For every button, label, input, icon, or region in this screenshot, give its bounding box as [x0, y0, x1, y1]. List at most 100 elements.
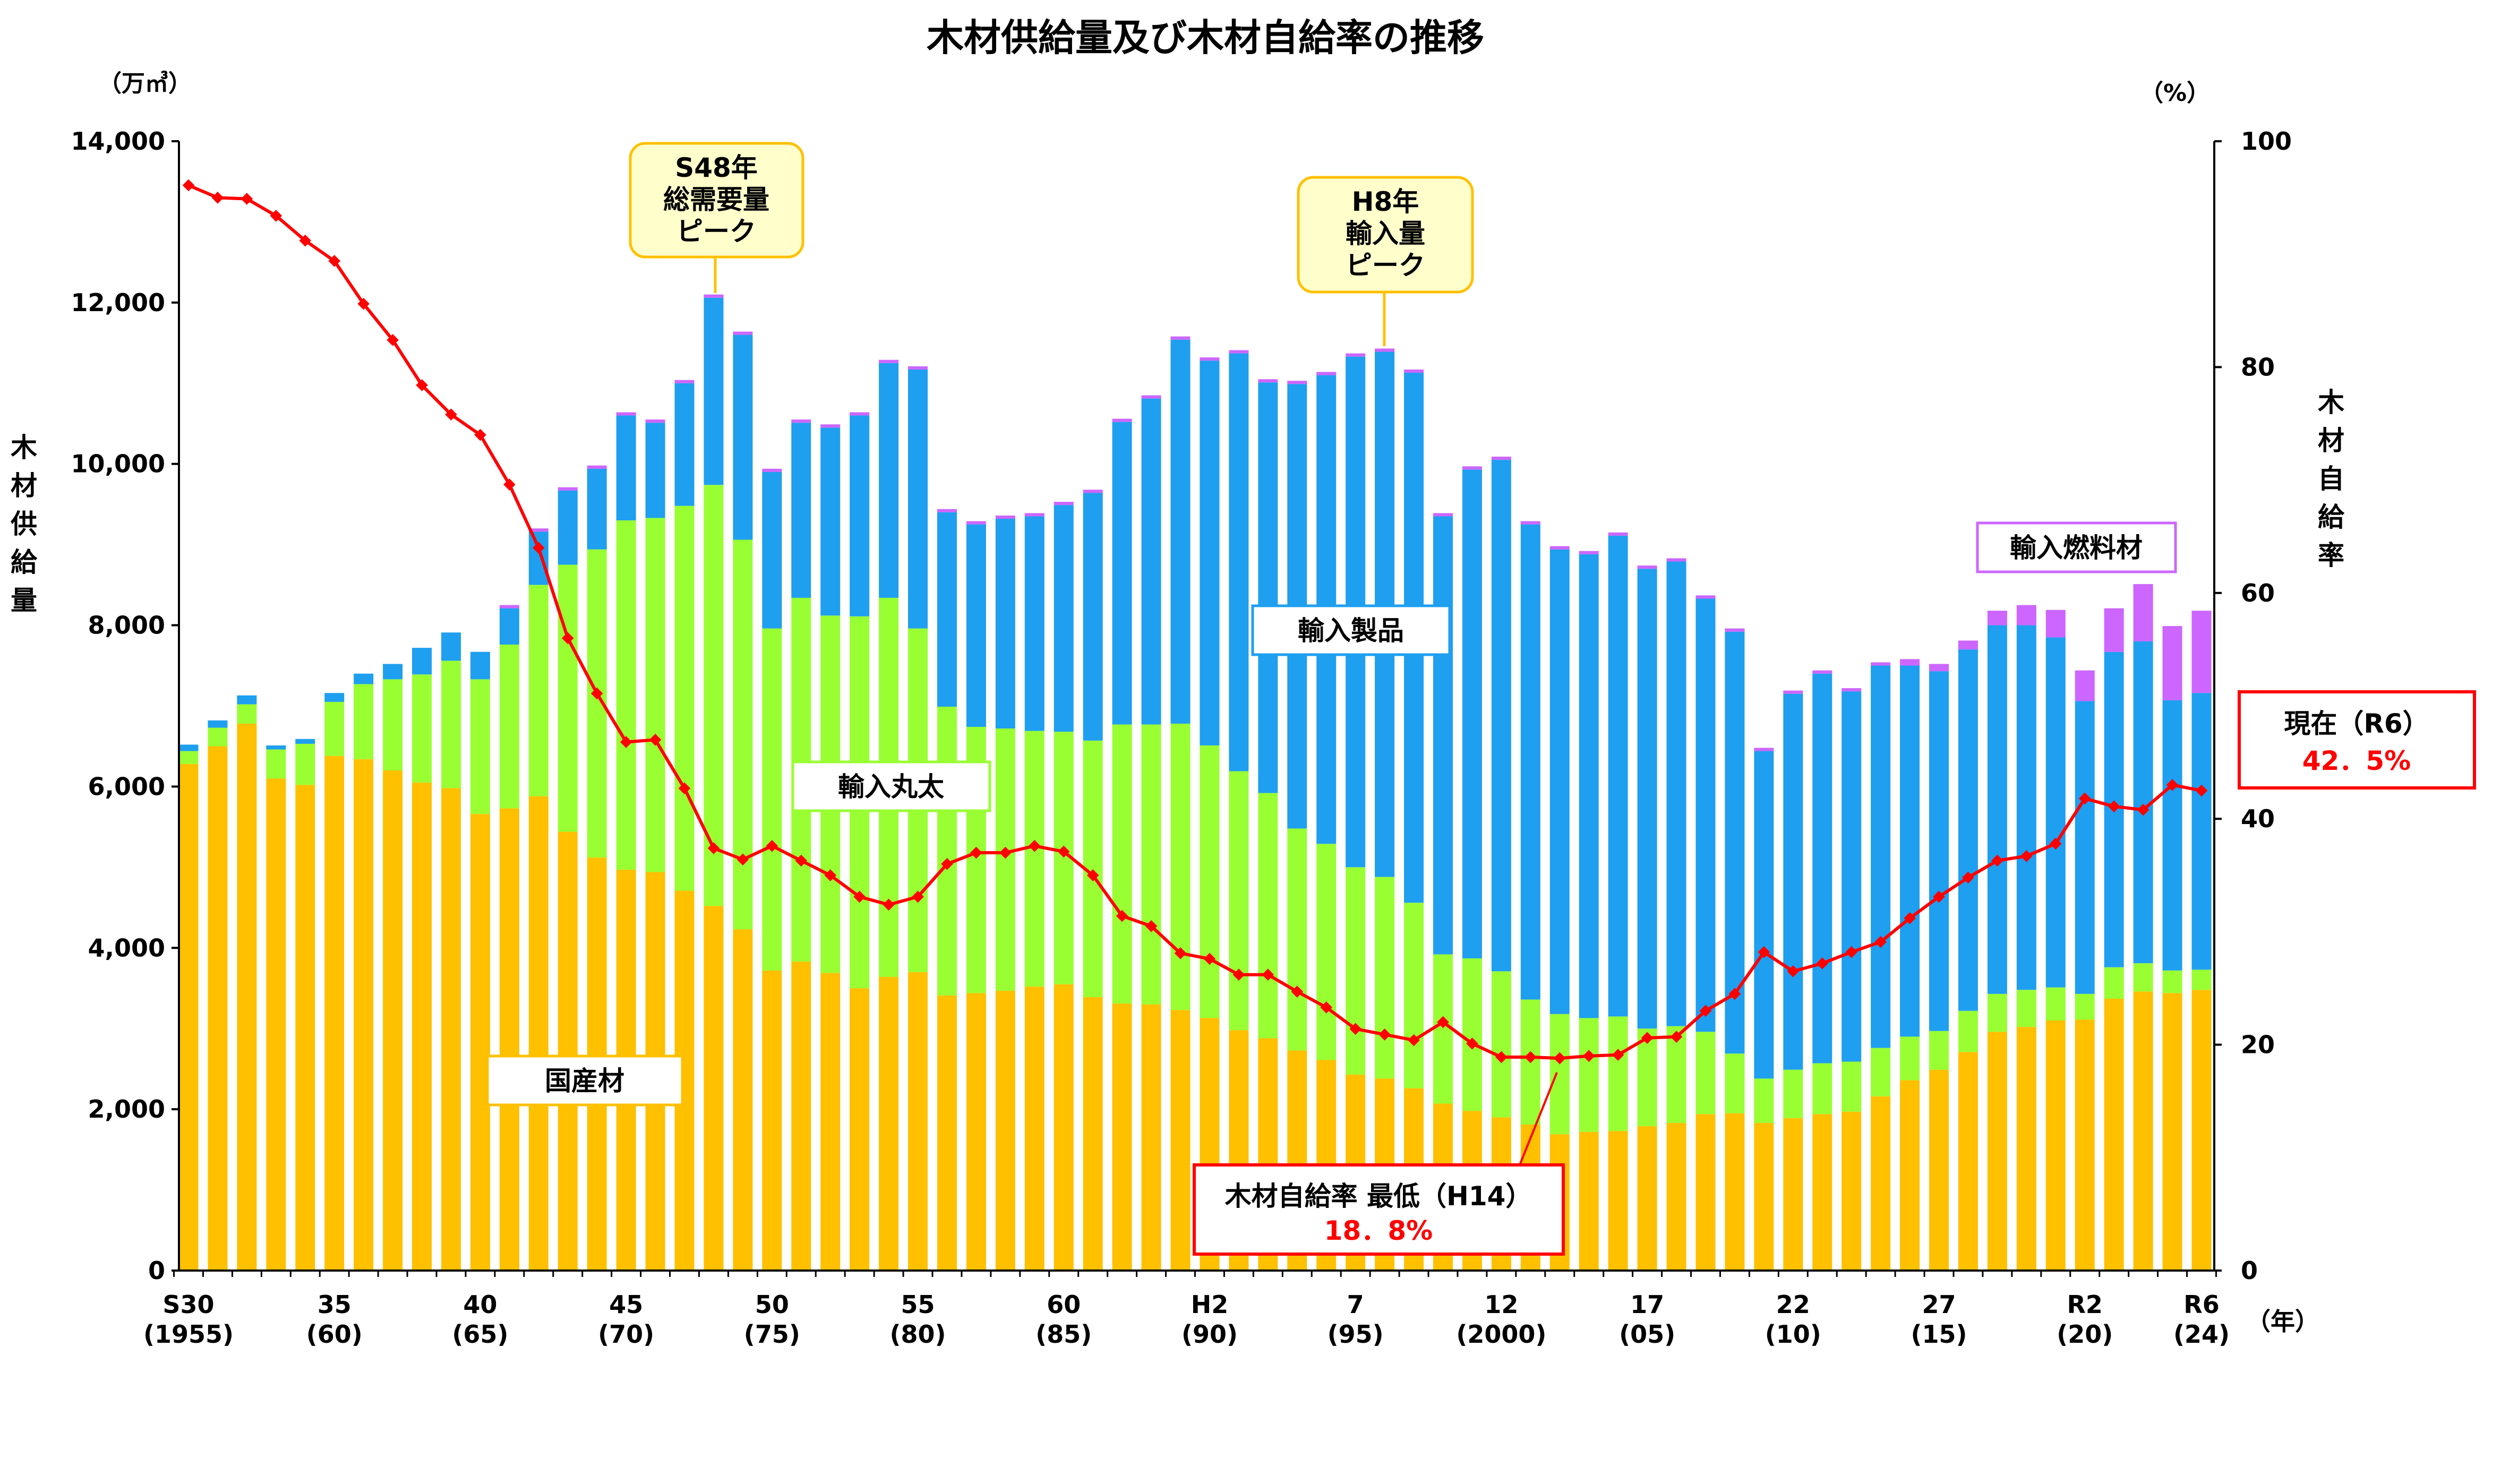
right-axis-title-char: 給 [2318, 502, 2345, 533]
rate-point-1969 [590, 687, 603, 700]
bar-imported-fuel-1980 [908, 366, 928, 370]
right-tick-label: 80 [2241, 353, 2275, 381]
x-tick-era: 7 [1347, 1290, 1364, 1319]
bar-imported-logs-1997 [1404, 903, 1424, 1088]
bar-imported-fuel-2010 [1783, 690, 1803, 694]
bar-imported-products-2003 [1579, 554, 1599, 1018]
left-axis-title: 木材供給量 [11, 432, 38, 616]
bar-imported-logs-2014 [1900, 1036, 1920, 1080]
bar-imported-products-1962 [383, 664, 403, 680]
bar-domestic-2010 [1783, 1118, 1803, 1271]
rate-point-2016 [1962, 871, 1974, 884]
bar-imported-fuel-1985 [1054, 502, 1074, 505]
bar-imported-products-1960 [324, 693, 345, 702]
bar-domestic-1989 [1170, 1010, 1191, 1271]
bar-domestic-2003 [1579, 1131, 1599, 1271]
bar-domestic-1976 [791, 962, 811, 1271]
bar-imported-fuel-2009 [1754, 748, 1774, 751]
bar-imported-logs-1955 [178, 751, 199, 764]
bar-imported-products-2001 [1520, 524, 1540, 1000]
left-axis-title-char: 供 [11, 509, 37, 539]
x-tick-year: (90) [1181, 1320, 1238, 1349]
bar-imported-logs-1960 [324, 701, 345, 756]
x-tick-era: R6 [2183, 1290, 2219, 1319]
right-tick-label: 0 [2241, 1256, 2258, 1285]
self-sufficiency-rate-line [187, 184, 2202, 1060]
x-tick-era: 55 [901, 1290, 935, 1319]
x-tick-year: (24) [2173, 1320, 2230, 1349]
bar-imported-products-2016 [1958, 649, 1978, 1011]
bar-domestic-1973 [704, 906, 724, 1271]
bar-imported-logs-1970 [616, 520, 636, 870]
rate-point-2010 [1787, 965, 1800, 977]
bar-imported-logs-1992 [1258, 793, 1278, 1039]
bar-imported-products-1992 [1258, 382, 1278, 793]
bar-imported-products-1964 [441, 632, 461, 661]
current-rate-callout: 現在（R6） 42．5% [2238, 690, 2476, 790]
bar-imported-fuel-1992 [1258, 379, 1278, 383]
bar-imported-logs-2024 [2191, 970, 2212, 990]
x-tick-year: (80) [890, 1320, 946, 1349]
bar-imported-products-2004 [1608, 535, 1628, 1017]
rate-point-1956 [211, 192, 224, 204]
bar-domestic-1966 [499, 808, 519, 1271]
bar-imported-products-1956 [208, 720, 228, 728]
bar-imported-products-1990 [1200, 361, 1220, 745]
bar-imported-logs-1995 [1346, 867, 1366, 1075]
rate-point-1987 [1116, 910, 1128, 922]
lowest-rate-value: 18．8% [1324, 1215, 1433, 1246]
bar-domestic-1982 [966, 993, 986, 1271]
rate-point-1982 [970, 846, 982, 859]
current-rate-title: 現在（R6） [2284, 708, 2429, 739]
bar-domestic-1960 [324, 756, 345, 1271]
rate-point-1994 [1320, 1001, 1333, 1014]
bar-imported-products-1986 [1083, 493, 1103, 741]
bar-imported-products-1984 [1024, 516, 1044, 731]
rate-point-2007 [1699, 1005, 1712, 1017]
label-imported-products: 輸入製品 [1251, 604, 1451, 656]
x-tick-year: (60) [306, 1320, 363, 1349]
bar-domestic-1963 [412, 782, 432, 1271]
left-tick-label: 10,000 [71, 450, 165, 478]
bar-imported-products-1967 [528, 531, 549, 585]
bar-imported-fuel-2007 [1695, 595, 1716, 599]
bar-imported-logs-1974 [733, 539, 753, 930]
bar-domestic-1987 [1112, 1003, 1132, 1271]
bar-imported-fuel-2006 [1666, 558, 1686, 562]
bar-imported-logs-2000 [1491, 971, 1511, 1118]
bar-imported-logs-2005 [1637, 1028, 1657, 1127]
bar-imported-fuel-1993 [1287, 381, 1307, 384]
bar-imported-fuel-2023 [2162, 626, 2182, 700]
bar-imported-fuel-2013 [1871, 662, 1891, 666]
rate-point-1962 [387, 334, 399, 346]
rate-point-2011 [1816, 957, 1829, 970]
bar-domestic-1958 [266, 778, 286, 1271]
x-tick-era: S30 [162, 1290, 214, 1319]
bar-imported-logs-2017 [1987, 993, 2007, 1032]
left-tick-label: 4,000 [88, 933, 165, 962]
bar-domestic-2013 [1871, 1096, 1891, 1271]
peak-import-callout: H8年 輸入量 ピーク [1297, 176, 1474, 346]
left-tick-label: 2,000 [88, 1095, 165, 1123]
bar-imported-fuel-1990 [1200, 357, 1220, 361]
bar-imported-fuel-2020 [2075, 670, 2095, 701]
bar-imported-logs-2019 [2045, 987, 2066, 1021]
bar-imported-products-1991 [1229, 353, 1249, 771]
bar-imported-logs-1959 [295, 743, 315, 785]
right-axis-title: 木材自給率 [2318, 387, 2345, 571]
bar-imported-fuel-1975 [762, 468, 782, 472]
rate-point-2020 [2078, 792, 2091, 805]
bar-imported-fuel-1991 [1229, 350, 1249, 354]
bar-imported-fuel-2004 [1608, 532, 1628, 536]
bar-imported-logs-2020 [2075, 993, 2095, 1020]
label-logs-text: 輸入丸太 [838, 771, 944, 802]
chart-title: 木材供給量及び木材自給率の推移 [927, 16, 1484, 59]
bar-imported-fuel-1996 [1375, 348, 1395, 352]
bar-imported-logs-1988 [1141, 724, 1161, 1005]
rate-point-2006 [1670, 1031, 1683, 1043]
bar-imported-products-1988 [1141, 398, 1161, 725]
rate-point-2022 [2137, 803, 2149, 816]
bar-imported-fuel-2021 [2104, 608, 2124, 652]
rate-point-1998 [1437, 1016, 1449, 1028]
bar-domestic-2005 [1637, 1126, 1657, 1271]
